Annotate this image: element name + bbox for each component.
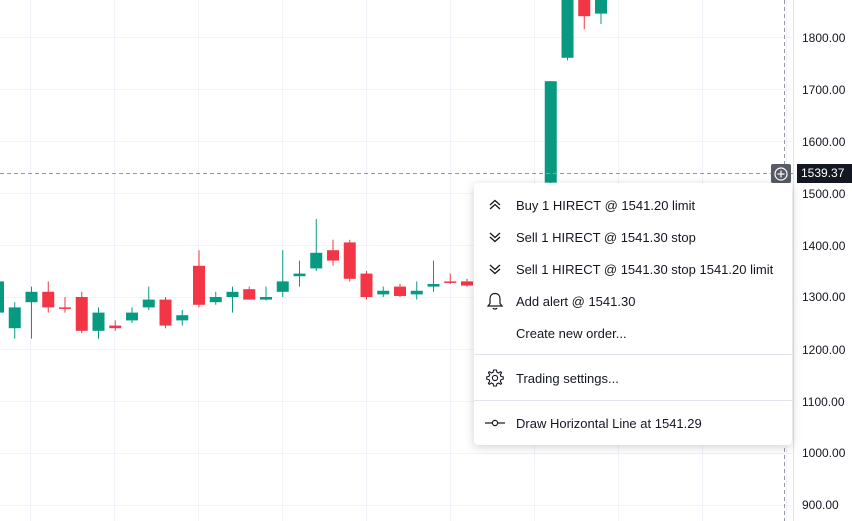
price-tick-label: 1600.00	[802, 135, 846, 149]
candle-body	[59, 307, 71, 309]
menu-item-label: Buy 1 HIRECT @ 1541.20 limit	[516, 197, 696, 213]
price-tick-label: 1500.00	[802, 187, 846, 201]
double-chevron-down-icon	[484, 226, 506, 248]
crosshair-price-label: 1539.37	[797, 164, 852, 183]
candle-body	[0, 281, 4, 313]
candle-body	[193, 265, 205, 305]
candle-body	[92, 312, 105, 331]
candle-body	[8, 307, 21, 329]
menu-item-label: Draw Horizontal Line at 1541.29	[516, 415, 702, 431]
menu-item-label: Add alert @ 1541.30	[516, 293, 636, 309]
price-tick-label: 1200.00	[802, 343, 846, 357]
double-chevron-up-icon	[484, 194, 506, 216]
sell-stop-limit-item[interactable]: Sell 1 HIRECT @ 1541.30 stop 1541.20 lim…	[474, 253, 792, 285]
price-tick-label: 1700.00	[802, 83, 846, 97]
candle-body	[544, 81, 557, 183]
candle-body	[578, 0, 591, 17]
price-tick-label: 1100.00	[802, 395, 845, 409]
menu-separator	[474, 354, 792, 355]
bell-icon	[484, 290, 506, 312]
candle-body	[75, 297, 88, 331]
context-menu: Buy 1 HIRECT @ 1541.20 limit Sell 1 HIRE…	[474, 183, 792, 445]
candle-body	[243, 289, 256, 300]
gear-icon	[484, 367, 506, 389]
candle-body	[142, 299, 155, 308]
trading-settings-item[interactable]: Trading settings...	[474, 362, 792, 394]
candle-body	[327, 250, 339, 261]
candle-body	[126, 312, 138, 321]
candle-body	[461, 281, 473, 286]
create-order-item[interactable]: Create new order...	[474, 317, 792, 349]
price-tick-label: 1000.00	[802, 446, 846, 460]
draw-horizontal-line-item[interactable]: Draw Horizontal Line at 1541.29	[474, 407, 792, 439]
candle-body	[360, 273, 373, 297]
candle-body	[25, 291, 38, 303]
price-tick-label: 900.00	[802, 498, 839, 512]
candle-body	[444, 281, 457, 283]
menu-item-label: Sell 1 HIRECT @ 1541.30 stop 1541.20 lim…	[516, 261, 774, 277]
menu-item-label: Create new order...	[516, 325, 627, 341]
candle-body	[377, 290, 390, 295]
menu-separator	[474, 400, 792, 401]
candle-body	[427, 284, 440, 287]
candle-body	[209, 297, 222, 303]
candle-body	[410, 290, 423, 295]
double-chevron-down-icon	[484, 258, 506, 280]
candle-body	[260, 297, 272, 300]
candle-body	[159, 299, 172, 326]
candle-body	[226, 291, 239, 297]
candle-body	[561, 0, 574, 58]
price-tick-label: 1300.00	[802, 290, 846, 304]
candle-body	[595, 0, 607, 14]
add-plus-button[interactable]	[771, 164, 791, 183]
menu-item-label: Trading settings...	[516, 370, 619, 386]
candle-body	[176, 315, 189, 321]
plus-circle-icon	[774, 166, 788, 181]
price-scale[interactable]: 1800.00 1700.00 1600.00 1500.00 1400.00 …	[793, 0, 852, 521]
candle-body	[109, 325, 122, 329]
price-tick-label: 1400.00	[802, 239, 846, 253]
buy-limit-item[interactable]: Buy 1 HIRECT @ 1541.20 limit	[474, 189, 792, 221]
sell-stop-item[interactable]: Sell 1 HIRECT @ 1541.30 stop	[474, 221, 792, 253]
candle-body	[394, 286, 406, 296]
menu-item-label: Sell 1 HIRECT @ 1541.30 stop	[516, 229, 696, 245]
candle-body	[276, 281, 289, 292]
horizontal-line-icon	[484, 412, 506, 434]
candle-body	[343, 242, 356, 279]
candle-body	[293, 273, 306, 277]
price-tick-label: 1800.00	[802, 31, 846, 45]
candlestick-series	[0, 0, 607, 339]
add-alert-item[interactable]: Add alert @ 1541.30	[474, 285, 792, 317]
candle-body	[42, 291, 55, 308]
candle-body	[310, 252, 323, 269]
